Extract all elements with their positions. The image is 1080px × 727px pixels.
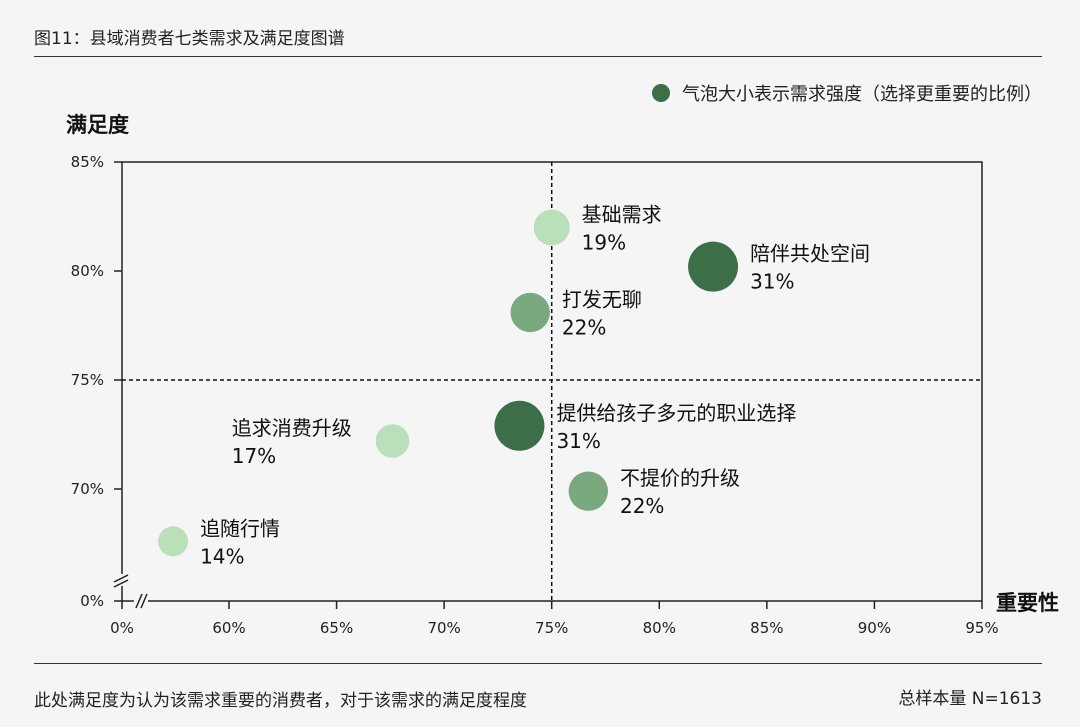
bottom-divider — [34, 663, 1042, 664]
x-tick-label: 70% — [427, 619, 460, 637]
sample-size: 总样本量 N=1613 — [898, 689, 1042, 709]
x-tick-label: 85% — [750, 619, 783, 637]
bubble-point — [688, 241, 739, 292]
bubble-value-label: 22% — [562, 315, 606, 339]
bubble-name-label: 基础需求 — [582, 202, 662, 226]
bubble-value-label: 31% — [556, 429, 600, 453]
bubble-name-label: 不提价的升级 — [620, 466, 740, 490]
bubble-point — [533, 209, 570, 246]
bubble-value-label: 31% — [750, 270, 794, 294]
bubble-point — [510, 292, 550, 333]
y-tick-label: 80% — [71, 262, 104, 280]
bubble-point — [158, 526, 189, 557]
bubble-value-label: 19% — [582, 230, 626, 254]
bubble-name-label: 追随行情 — [200, 516, 280, 540]
bubble-point — [375, 424, 410, 458]
y-tick-label: 0% — [80, 592, 104, 610]
y-axis-title: 满足度 — [66, 113, 129, 137]
y-tick-label: 75% — [71, 371, 104, 389]
legend: 气泡大小表示需求强度（选择更重要的比例） — [652, 80, 1042, 106]
bubble-name-label: 打发无聊 — [562, 287, 642, 311]
footnote: 此处满足度为认为该需求重要的消费者，对于该需求的满足度程度 — [34, 691, 527, 711]
bubble-value-label: 14% — [200, 544, 244, 568]
page-title: 图11：县域消费者七类需求及满足度图谱 — [34, 29, 345, 49]
x-tick-label: 75% — [535, 619, 568, 637]
y-tick-label: 70% — [71, 480, 104, 498]
y-tick-label: 85% — [71, 153, 104, 171]
bubble-series: 基础需求 19% 陪伴共处空间 31% 打发无聊 22% 提供给孩子多元的职业选择 31% 追求… — [158, 202, 870, 568]
x-axis-title: 重要性 — [996, 591, 1059, 615]
x-tick-label: 95% — [965, 619, 998, 637]
x-tick-label: 60% — [212, 619, 245, 637]
bubble-value-label: 22% — [620, 494, 664, 518]
x-axis-break-icon — [134, 592, 148, 610]
top-divider — [34, 56, 1042, 57]
x-tick-label: 65% — [320, 619, 353, 637]
x-tick-label: 0% — [110, 619, 134, 637]
bubble-name-label: 陪伴共处空间 — [750, 242, 870, 266]
bubble-name-label: 追求消费升级 — [232, 416, 352, 440]
bubble-name-label: 提供给孩子多元的职业选择 — [556, 401, 796, 425]
y-axis-break-icon — [112, 574, 132, 588]
bubble-point — [568, 471, 608, 511]
x-tick-label: 80% — [643, 619, 676, 637]
legend-label: 气泡大小表示需求强度（选择更重要的比例） — [682, 84, 1042, 105]
bubble-value-label: 17% — [232, 444, 276, 468]
legend-bubble-icon — [652, 84, 670, 102]
x-axis-ticks: 0% 60% 65% 70% 75% 80% 85% 90% 95% — [110, 601, 999, 637]
y-axis-ticks: 0% 70% 75% 80% 85% — [71, 153, 122, 610]
x-tick-label: 90% — [858, 619, 891, 637]
bubble-point — [494, 400, 545, 451]
